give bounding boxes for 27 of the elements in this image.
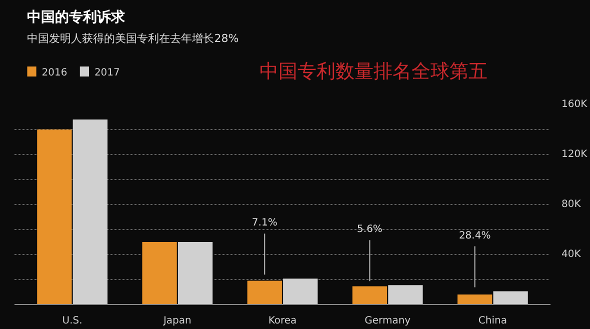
bar <box>178 242 213 304</box>
x-tick-label: China <box>478 316 507 326</box>
annotation: 7.1% <box>252 218 278 229</box>
legend-label: 2017 <box>94 68 120 78</box>
y-tick-label: 120K <box>562 149 588 160</box>
text: 中国专利数量排名全球第五 <box>259 60 488 82</box>
x-tick-label: Germany <box>364 316 411 326</box>
x-tick-label: Japan <box>162 316 192 326</box>
bar <box>388 285 423 304</box>
bar <box>352 286 388 304</box>
bar <box>142 242 177 304</box>
bar <box>72 120 108 304</box>
bar <box>458 294 492 304</box>
bar <box>247 280 282 304</box>
bar <box>493 291 528 304</box>
y-tick-label: 40K <box>562 249 582 260</box>
bar <box>37 130 72 304</box>
annotation: 5.6% <box>357 224 382 236</box>
x-tick-label: U.S. <box>62 316 82 326</box>
legend-label: 2016 <box>42 68 68 78</box>
bar <box>283 278 318 304</box>
y-tick-label: 160K <box>562 99 588 110</box>
y-tick-label: 80K <box>562 199 582 210</box>
chart-subtitle: 中国发明人获得的美国专利在去年增长28% <box>27 32 239 45</box>
x-tick-label: Korea <box>268 316 297 326</box>
annotation: 28.4% <box>458 230 491 242</box>
chart-title: 中国的专利诉求 <box>27 8 126 26</box>
